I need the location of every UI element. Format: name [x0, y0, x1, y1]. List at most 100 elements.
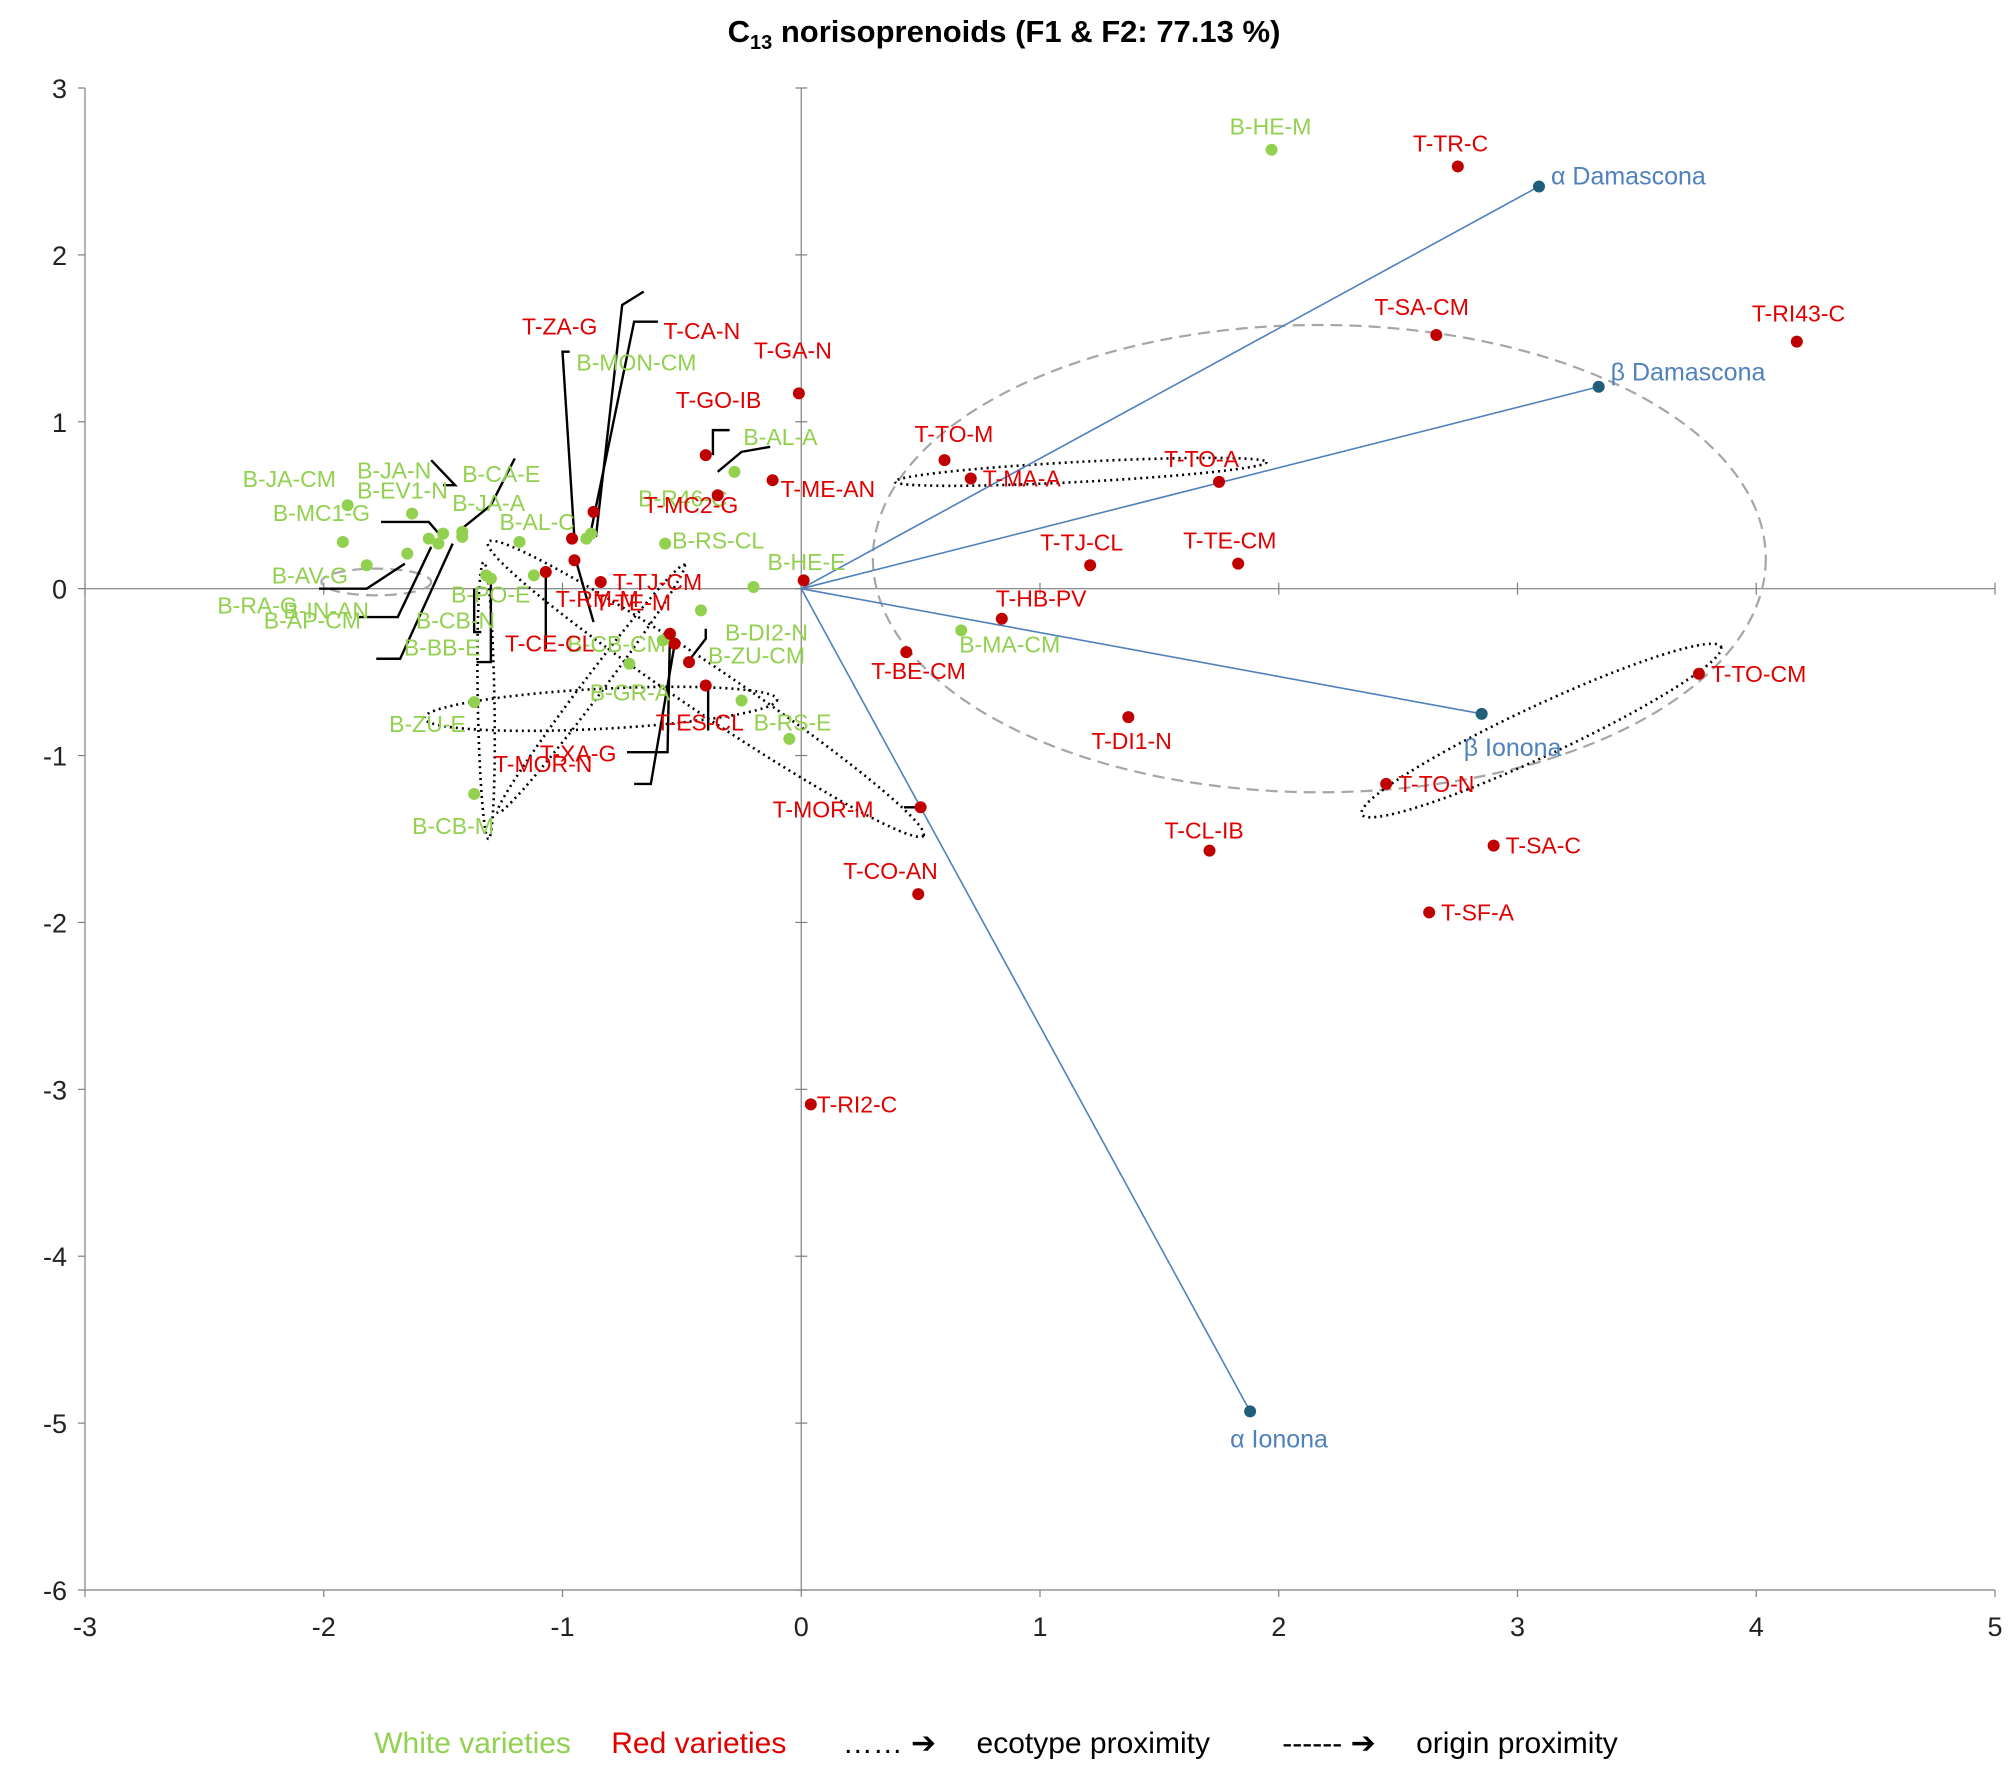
- red-variety-point: [539, 565, 552, 578]
- white-variety-label: B-GR-A: [590, 679, 671, 705]
- white-variety-label: B-MON-CM: [576, 350, 696, 376]
- chart-title: C13 norisoprenoids (F1 & F2: 77.13 %): [0, 14, 2008, 55]
- red-variety-label: T-GO-IB: [676, 387, 762, 413]
- white-variety-point: [406, 507, 419, 520]
- white-variety-label: B-PO-E: [451, 581, 530, 607]
- vector-endpoint: [1475, 707, 1488, 720]
- red-variety-point: [568, 554, 581, 567]
- white-variety-label: B-HE-M: [1230, 114, 1312, 140]
- title-text-rest: norisoprenoids (F1 & F2: 77.13 %): [772, 14, 1281, 49]
- vector-endpoint: [1244, 1405, 1257, 1418]
- label-leader-line: [575, 563, 595, 623]
- white-variety-point: [955, 624, 968, 637]
- red-variety-label: T-MC2-G: [644, 492, 739, 518]
- red-variety-point: [663, 627, 676, 640]
- red-variety-point: [1487, 839, 1500, 852]
- red-variety-label: T-TO-CM: [1711, 661, 1806, 687]
- y-tick-label: -6: [43, 1576, 67, 1606]
- white-variety-point: [437, 527, 450, 540]
- legend-origin-symbol: ------ ➔: [1282, 1727, 1376, 1760]
- white-variety-label: B-BB-E: [404, 634, 481, 660]
- white-variety-point: [468, 696, 481, 709]
- white-variety-label: B-AV-G: [272, 562, 348, 588]
- red-variety-label: T-TJ-CL: [1040, 529, 1123, 555]
- ecotype-proximity-ellipse: [893, 456, 1268, 488]
- red-variety-label: T-SA-C: [1506, 833, 1581, 859]
- red-variety-point: [1692, 667, 1705, 680]
- red-variety-point: [1423, 906, 1436, 919]
- origin-proximity-ellipse: [871, 323, 1767, 794]
- x-tick-label: 3: [1510, 1612, 1525, 1642]
- white-variety-label: B-CB-N: [416, 608, 495, 634]
- white-variety-label: B-ZU-E: [389, 711, 466, 737]
- white-variety-point: [735, 694, 748, 707]
- vector-endpoint: [1592, 380, 1605, 393]
- white-variety-label: B-CB-M: [412, 813, 494, 839]
- red-variety-label: T-TJ-CM: [613, 569, 702, 595]
- vector-label: β Ionona: [1464, 734, 1562, 762]
- white-variety-label: B-RA-G: [217, 593, 298, 619]
- red-variety-label: T-CO-AN: [843, 858, 938, 884]
- red-variety-label: T-SF-A: [1441, 899, 1514, 925]
- red-variety-label: T-MOR-M: [773, 796, 874, 822]
- white-variety-label: B-JA-CM: [243, 466, 336, 492]
- red-variety-point: [1430, 328, 1443, 341]
- white-variety-label: B-JA-N: [357, 458, 431, 484]
- ecotype-proximity-ellipse: [496, 563, 687, 815]
- red-variety-point: [797, 574, 810, 587]
- red-variety-point: [699, 449, 712, 462]
- red-variety-label: T-CL-IB: [1165, 818, 1244, 844]
- white-variety-point: [513, 535, 526, 548]
- white-variety-point: [484, 572, 497, 585]
- white-variety-label: B-RS-E: [754, 709, 832, 735]
- white-variety-point: [468, 787, 481, 800]
- label-leader-line: [634, 643, 676, 786]
- white-variety-label: B-AL-C: [500, 509, 575, 535]
- y-tick-label: -5: [43, 1409, 67, 1439]
- red-variety-label: T-XA-G: [540, 741, 617, 767]
- white-variety-point: [422, 532, 435, 545]
- white-variety-label: B-R46-C: [638, 486, 727, 512]
- ecotype-proximity-ellipse: [422, 685, 779, 733]
- red-variety-label: T-TE-CM: [1183, 528, 1276, 554]
- label-leader-line: [711, 428, 730, 456]
- y-tick-label: 1: [52, 408, 67, 438]
- white-variety-point: [1265, 143, 1278, 156]
- loading-vector: [800, 185, 1540, 590]
- white-variety-point: [341, 499, 354, 512]
- red-variety-point: [900, 646, 913, 659]
- white-variety-point: [456, 525, 469, 538]
- label-leader-line: [318, 562, 406, 590]
- red-variety-label: T-TO-A: [1164, 446, 1240, 472]
- y-tick-label: 0: [52, 575, 67, 605]
- red-variety-label: T-TO-N: [1398, 771, 1474, 797]
- red-variety-point: [1122, 711, 1135, 724]
- red-variety-label: T-RM-M: [556, 586, 639, 612]
- white-variety-point: [336, 535, 349, 548]
- ecotype-proximity-ellipse: [1360, 642, 1723, 819]
- red-variety-point: [587, 505, 600, 518]
- y-tick-label: -1: [43, 742, 67, 772]
- label-leader-line: [472, 588, 482, 634]
- white-variety-label: B-DI2-N: [725, 619, 808, 645]
- legend: White varieties Red varieties …… ➔ ecoty…: [0, 1726, 2008, 1761]
- title-text: C: [727, 14, 750, 49]
- white-variety-point: [432, 537, 445, 550]
- legend-origin-proximity: ------ ➔ origin proximity: [1266, 1727, 1634, 1760]
- red-variety-point: [995, 612, 1008, 625]
- legend-ecotype-symbol: …… ➔: [842, 1727, 937, 1760]
- legend-ecotype-label: ecotype proximity: [976, 1727, 1210, 1760]
- white-variety-point: [401, 547, 414, 560]
- label-leader-line: [561, 350, 576, 539]
- red-variety-point: [766, 474, 779, 487]
- red-variety-point: [711, 489, 724, 502]
- loading-vector: [801, 385, 1599, 590]
- x-tick-label: -2: [312, 1612, 336, 1642]
- x-tick-label: 5: [1987, 1612, 2002, 1642]
- x-tick-label: -1: [550, 1612, 574, 1642]
- x-tick-label: 1: [1032, 1612, 1047, 1642]
- white-variety-label: B-JA-A: [452, 490, 525, 516]
- ecotype-proximity-ellipse: [486, 539, 926, 839]
- white-variety-label: B-IN-AN: [283, 598, 369, 624]
- white-variety-point: [783, 732, 796, 745]
